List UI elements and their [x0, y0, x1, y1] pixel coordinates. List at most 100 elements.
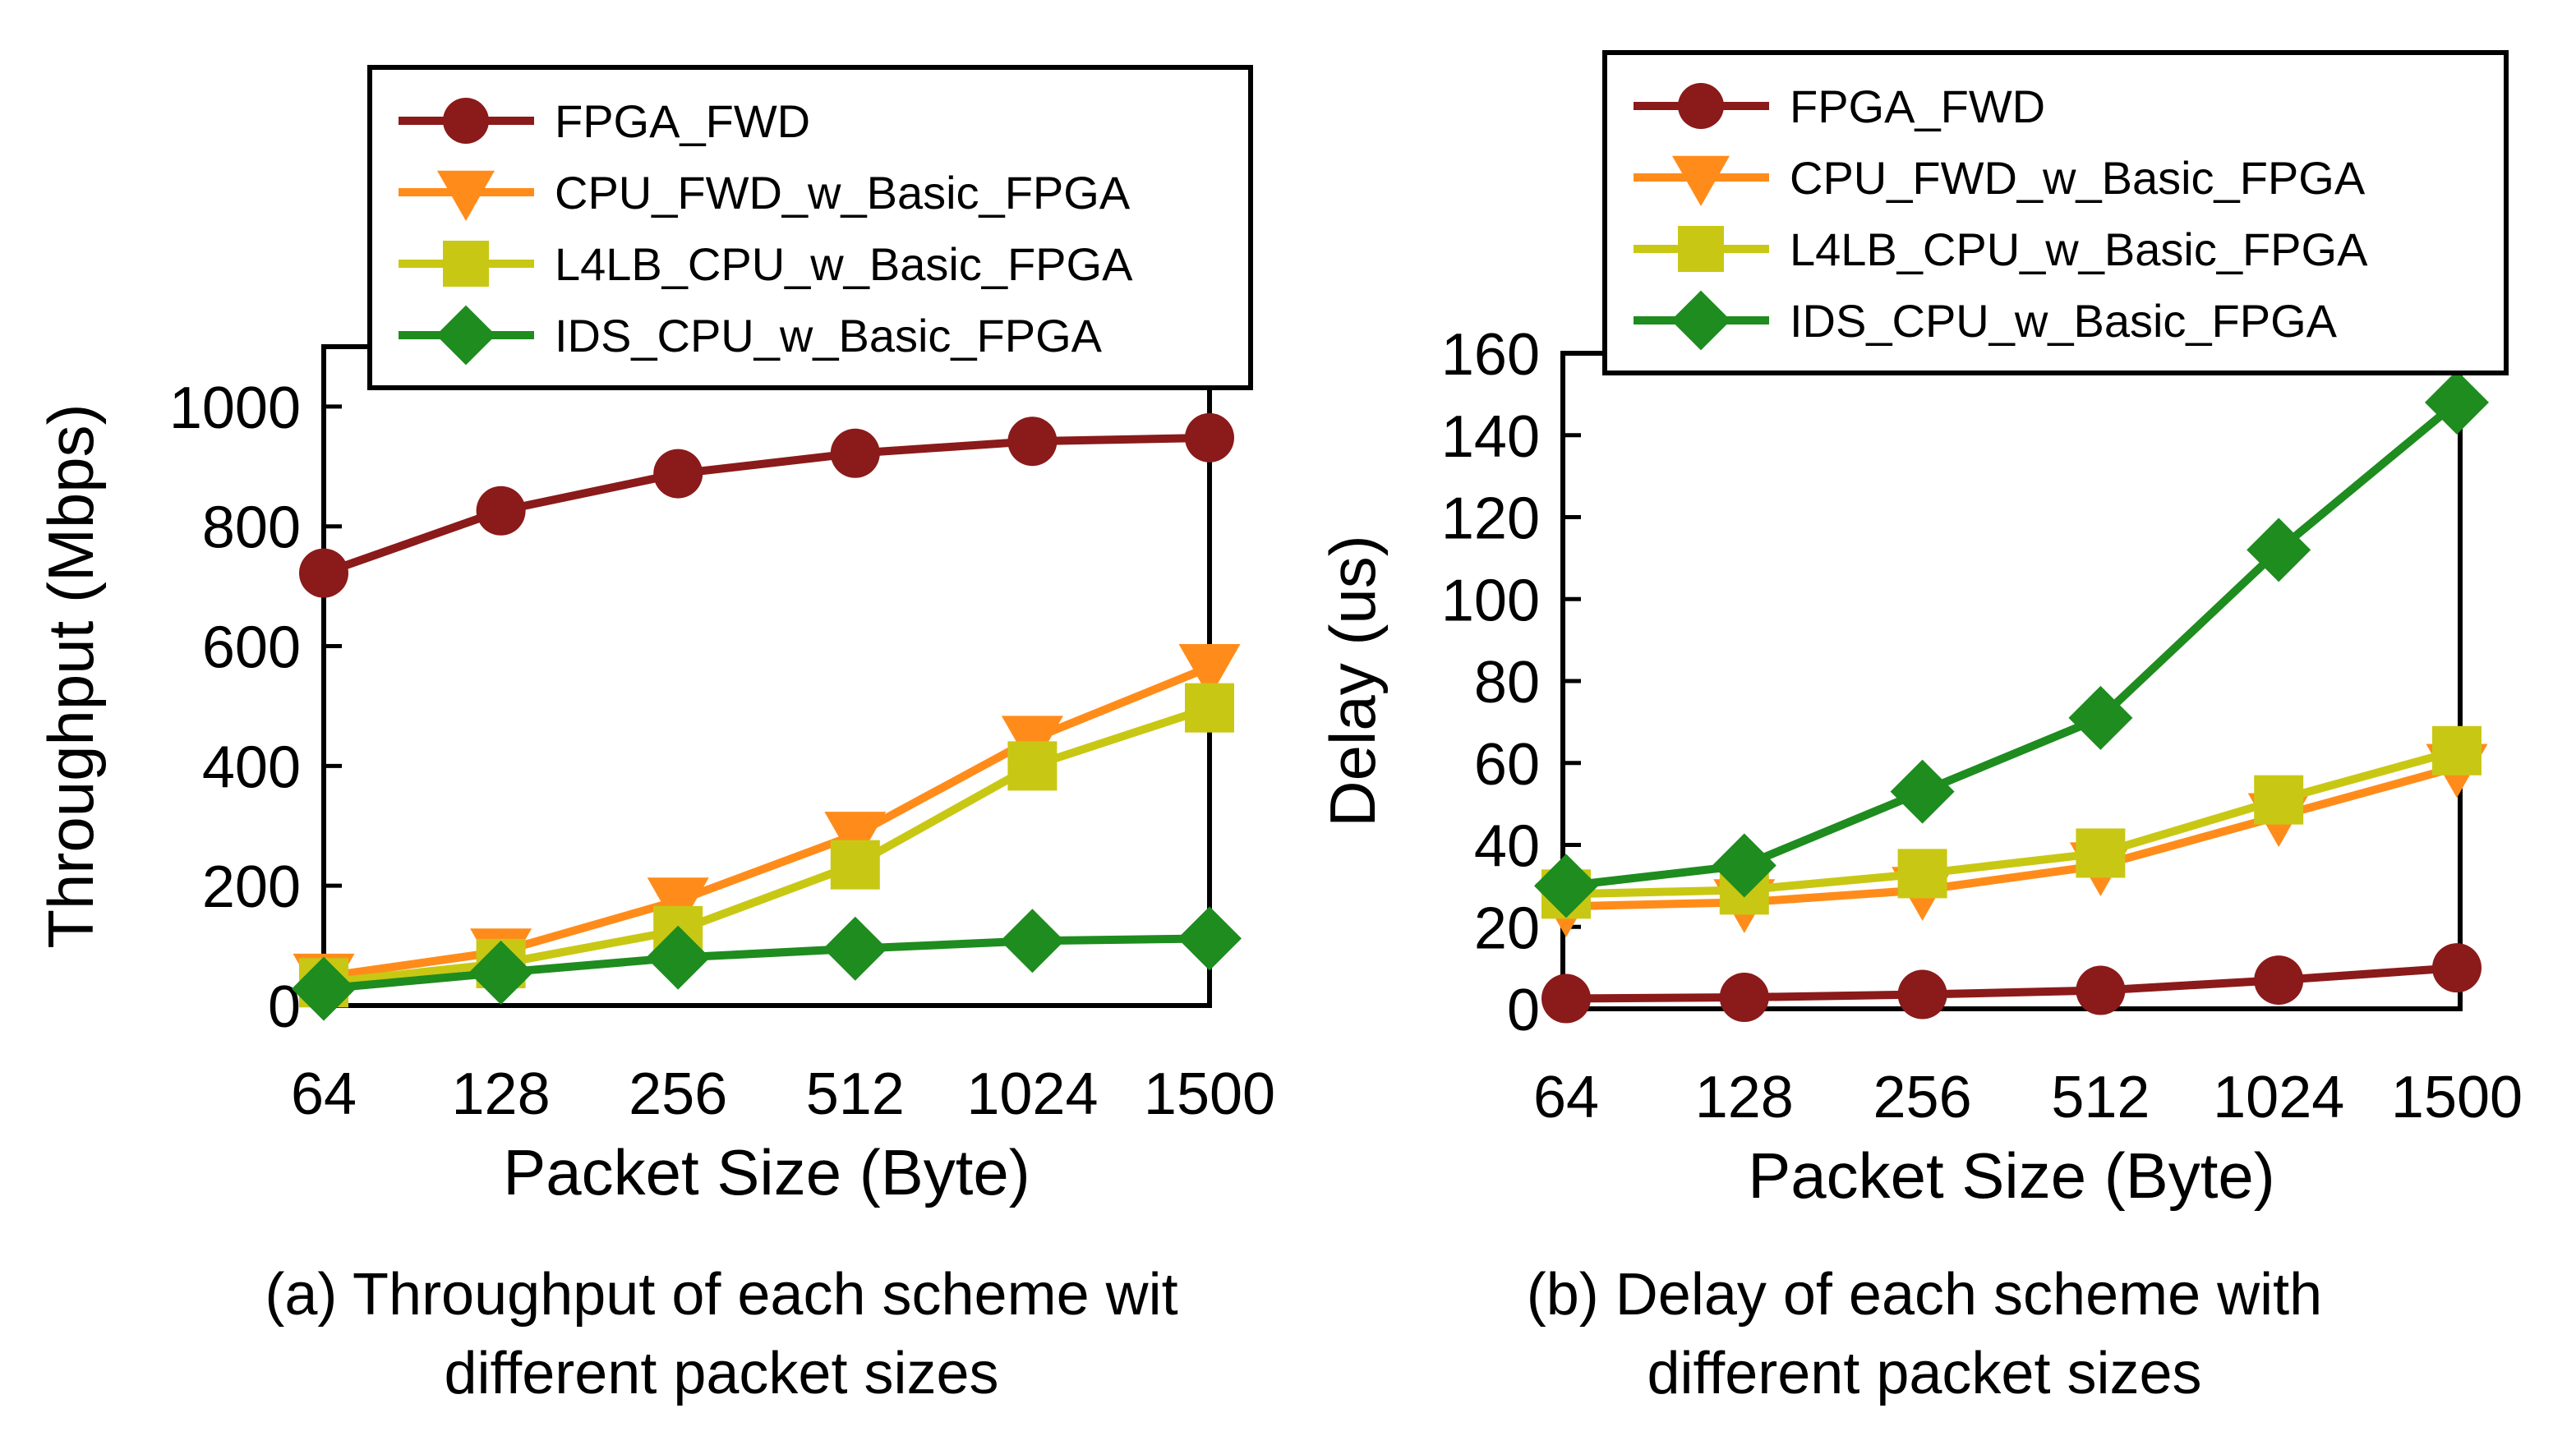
data-point: [2425, 370, 2489, 435]
legend-marker: [435, 305, 496, 366]
x-axis-label: Packet Size (Byte): [503, 1136, 1030, 1208]
figure-caption: different packet sizes: [1647, 1341, 2201, 1406]
data-point: [647, 877, 709, 932]
figure-caption: different packet sizes: [444, 1341, 998, 1406]
plot-area-frame: [1560, 351, 2463, 1011]
y-tick-label: 400: [202, 734, 301, 800]
data-point: [2254, 775, 2304, 825]
series-line: [320, 703, 1214, 987]
y-tick-label: 100: [1441, 568, 1540, 633]
data-point: [2068, 685, 2133, 750]
x-tick-label: 64: [1533, 1065, 1599, 1130]
y-axis-label: Delay (us): [1316, 535, 1389, 826]
x-tick-label: 512: [2051, 1065, 2150, 1130]
data-point: [1719, 973, 1769, 1023]
series-CPU_FWD_w_Basic_FPGA: [1535, 743, 2488, 937]
series-line: [320, 934, 1214, 993]
data-point: [2247, 518, 2311, 582]
x-tick-label: 128: [1695, 1065, 1794, 1130]
data-point: [2076, 828, 2126, 878]
y-tick-label: 60: [1474, 732, 1540, 798]
legend: FPGA_FWD CPU_FWD_w_Basic_FPGA L4LB_CPU_w_B…: [1602, 50, 2509, 375]
data-point: [646, 925, 711, 990]
legend-label: IDS_CPU_w_Basic_FPGA: [555, 310, 1103, 361]
data-point: [2254, 955, 2304, 1006]
x-tick-label: 1500: [1144, 1061, 1275, 1127]
legend-marker: [437, 170, 495, 221]
y-tick-label: 140: [1441, 404, 1540, 470]
x-tick-label: 256: [1873, 1065, 1972, 1130]
series-line: [1562, 964, 2461, 1003]
legend-marker: [443, 241, 489, 287]
chart-a: 0 200 400 600 800 1000 64 128 256 512 1024 1500 Pack…: [35, 65, 1275, 1406]
figure-caption: (b) Delay of each scheme with: [1527, 1262, 2322, 1328]
y-tick-label: 0: [1507, 978, 1540, 1043]
legend-marker: [1678, 226, 1724, 272]
y-tick-label: 80: [1474, 650, 1540, 716]
x-tick-label: 1024: [966, 1061, 1098, 1127]
data-point: [1541, 973, 1591, 1024]
y-tick-label: 0: [268, 974, 301, 1040]
x-axis-label: Packet Size (Byte): [1748, 1139, 2275, 1212]
data-point: [1897, 849, 1947, 899]
data-point: [1177, 906, 1242, 971]
series-line: [1562, 746, 2461, 899]
chart-b: 0 20 40 60 80 100 120 140 160 64 128 256 512 1024 1500…: [1316, 50, 2523, 1406]
data-point: [1185, 683, 1234, 733]
data-point: [1007, 417, 1058, 467]
data-point: [653, 449, 703, 499]
x-tick-label: 1024: [2213, 1065, 2344, 1130]
legend-label: CPU_FWD_w_Basic_FPGA: [1790, 152, 2366, 204]
data-point: [1185, 412, 1234, 463]
y-tick-label: 600: [202, 615, 301, 681]
data-point: [2432, 725, 2482, 776]
y-tick-label: 40: [1474, 814, 1540, 880]
y-tick-label: 20: [1474, 895, 1540, 961]
data-point: [1712, 833, 1776, 898]
series-FPGA_FWD: [1541, 943, 2482, 1024]
data-point: [830, 428, 880, 478]
plot-area-frame: [321, 344, 1212, 1008]
series-line: [1562, 762, 2461, 911]
data-point: [476, 486, 526, 536]
series-line: [1562, 398, 2461, 891]
x-tick-label: 64: [291, 1061, 357, 1127]
data-point: [468, 940, 533, 1005]
data-point: [2076, 965, 2126, 1015]
y-axis-label: Throughput (Mbps): [35, 403, 107, 948]
y-tick-label: 200: [202, 854, 301, 920]
data-point: [2432, 943, 2482, 993]
y-tick-label: 800: [202, 495, 301, 561]
series-IDS_CPU_w_Basic_FPGA: [1534, 370, 2489, 918]
data-point: [292, 956, 356, 1021]
series-FPGA_FWD: [299, 412, 1234, 598]
data-point: [1534, 854, 1598, 918]
legend-label: L4LB_CPU_w_Basic_FPGA: [555, 238, 1133, 290]
legend-marker: [1672, 155, 1730, 206]
y-tick-label: 120: [1441, 486, 1540, 552]
x-tick-label: 128: [452, 1061, 551, 1127]
y-tick-label: 1000: [169, 375, 301, 441]
data-point: [830, 840, 880, 890]
legend-marker: [1678, 83, 1724, 129]
data-point: [299, 548, 348, 598]
legend-label: L4LB_CPU_w_Basic_FPGA: [1790, 223, 2368, 275]
data-point: [823, 916, 887, 981]
x-tick-label: 256: [629, 1061, 727, 1127]
figure-caption: (a) Throughput of each scheme wit: [265, 1262, 1177, 1328]
legend: FPGA_FWD CPU_FWD_w_Basic_FPGA L4LB_CPU_w_B…: [367, 65, 1253, 390]
legend-label: IDS_CPU_w_Basic_FPGA: [1790, 295, 2338, 347]
legend-label: FPGA_FWD: [1790, 81, 2045, 132]
legend-label: FPGA_FWD: [555, 95, 810, 147]
x-tick-label: 512: [806, 1061, 905, 1127]
series-line: [320, 663, 1214, 982]
legend-marker: [1670, 290, 1731, 351]
x-tick-label: 1500: [2391, 1065, 2523, 1130]
data-point: [1007, 741, 1058, 791]
y-tick-label: 160: [1441, 322, 1540, 388]
data-point: [1000, 909, 1065, 973]
data-point: [1890, 759, 1955, 824]
data-point: [1897, 969, 1947, 1019]
series-IDS_CPU_w_Basic_FPGA: [292, 906, 1242, 1021]
